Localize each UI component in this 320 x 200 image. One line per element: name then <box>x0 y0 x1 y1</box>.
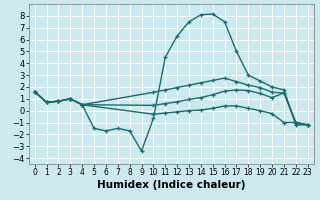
X-axis label: Humidex (Indice chaleur): Humidex (Indice chaleur) <box>97 180 245 190</box>
